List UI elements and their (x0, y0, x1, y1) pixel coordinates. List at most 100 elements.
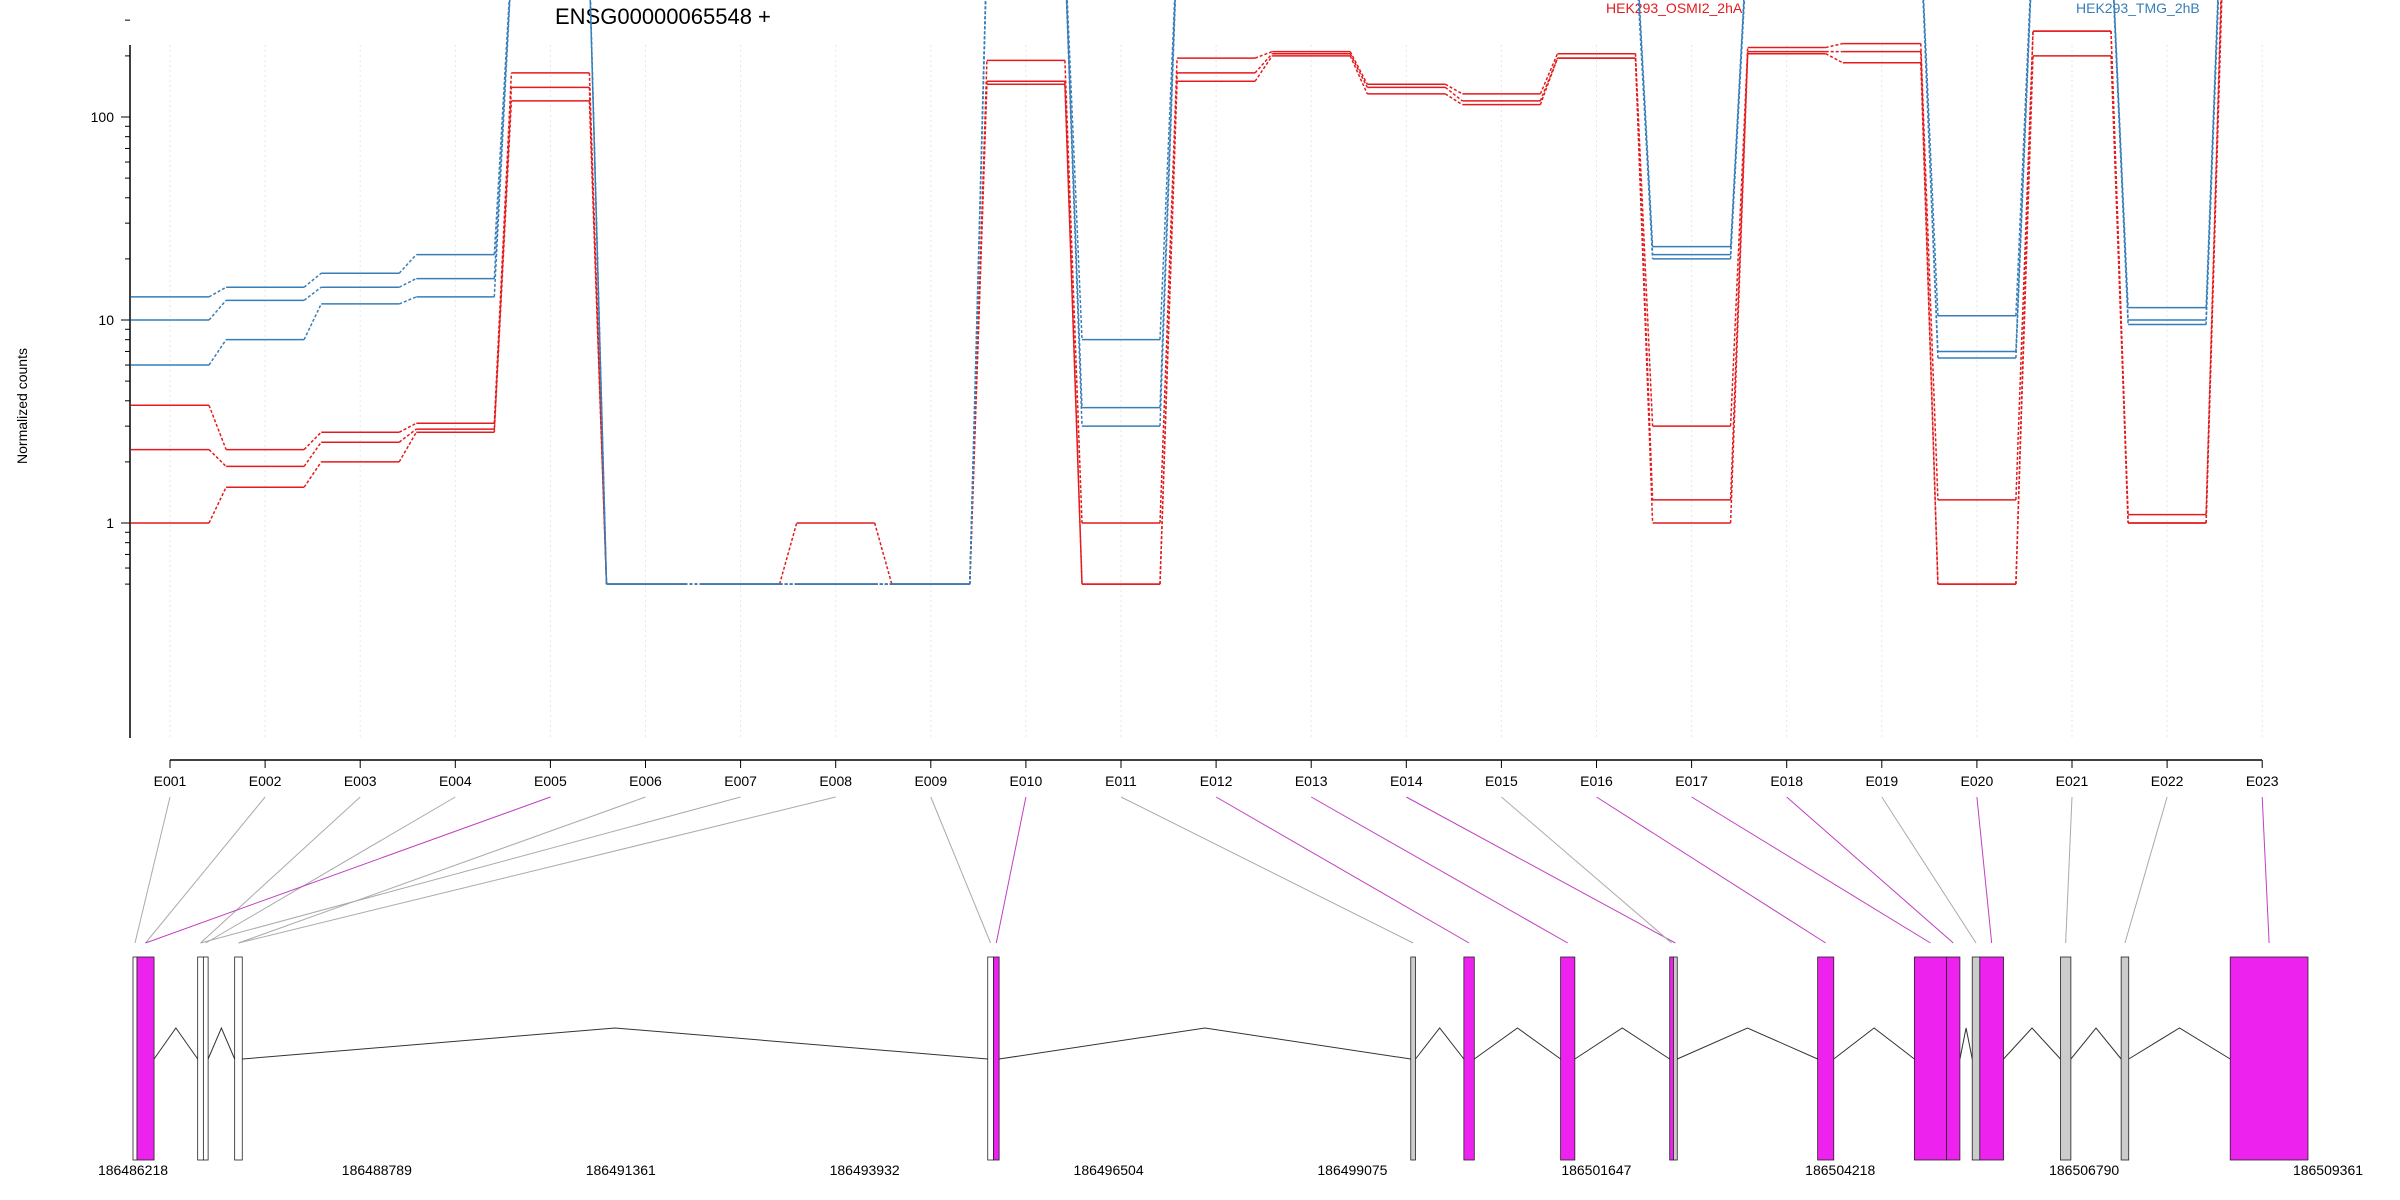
exon-connector (145, 796, 266, 944)
exon-label-e010: E010 (1010, 773, 1043, 789)
series-transition (303, 303, 322, 340)
exon-label-e019: E019 (1865, 773, 1898, 789)
series-transition (493, 0, 511, 297)
series-transition (1254, 53, 1273, 74)
exon-box (132, 956, 138, 1161)
series-transition (1729, 53, 1749, 524)
genomic-coordinate-label: 186506790 (2049, 1162, 2119, 1178)
exon-connector (1691, 796, 1931, 944)
series-transition (969, 84, 988, 585)
series-transition (303, 441, 322, 467)
exon-box (1669, 956, 1674, 1161)
exon-connector (995, 796, 1027, 944)
series-transition (2110, 55, 2129, 524)
series-transition (208, 339, 227, 366)
series-transition (2112, 0, 2129, 325)
exon-connector (200, 796, 741, 944)
exon-connector (1215, 796, 1470, 944)
exon-connector (1120, 796, 1414, 944)
exon-connector (1596, 796, 1826, 944)
series-transition (208, 299, 227, 321)
exon-box (1971, 956, 1981, 1161)
grid-lines (169, 45, 2263, 740)
intron-line (2128, 1027, 2231, 1060)
series-transition (1539, 53, 1559, 95)
series-transition (1922, 0, 1939, 359)
series-transition (1159, 81, 1178, 585)
legend-entry-tmg: HEK293_TMG_2hB (2076, 0, 2200, 16)
exon-label-e006: E006 (629, 773, 662, 789)
exon-box (234, 956, 243, 1161)
series-transition (208, 449, 227, 467)
series-transition (1064, 81, 1083, 585)
series-transition (1637, 0, 1654, 259)
series-transition (1634, 58, 1654, 524)
series-transition (1064, 84, 1083, 585)
series-transition (969, 0, 987, 585)
exon-box (1410, 956, 1416, 1161)
exon-label-e021: E021 (2056, 773, 2089, 789)
exon-connector (1406, 796, 1676, 944)
series-transition (778, 522, 798, 585)
series-transition (1349, 55, 1368, 95)
intron-line (1574, 1027, 1670, 1060)
series-transition (1920, 62, 1939, 585)
series-transition (1349, 53, 1368, 88)
exon-box (1979, 956, 2004, 1161)
series-transition (1254, 55, 1273, 82)
y-tick-label: 100 (91, 109, 115, 125)
series-transition (208, 405, 227, 450)
series-transition (1539, 57, 1559, 102)
genomic-coordinate-label: 186509361 (2293, 1162, 2363, 1178)
exon-connector (1786, 796, 1954, 944)
series-transition (398, 428, 417, 443)
series-transition (1444, 93, 1463, 106)
series-transition (589, 0, 608, 585)
exon-box (1946, 956, 1961, 1161)
exon-label-e008: E008 (819, 773, 852, 789)
intron-line (1677, 1027, 1818, 1060)
series-transition (493, 87, 513, 430)
series-transition (1349, 51, 1368, 85)
series-transition (2205, 0, 2220, 325)
exon-label-e005: E005 (534, 773, 567, 789)
series-transition (1444, 86, 1463, 102)
exon-connector (205, 796, 456, 944)
intron-line (1474, 1027, 1561, 1060)
series-transition (588, 87, 608, 585)
exon-box (1463, 956, 1475, 1161)
series-transition (398, 296, 417, 305)
series-transition (1254, 50, 1273, 59)
exon-label-e007: E007 (724, 773, 757, 789)
exon-box (987, 956, 994, 1161)
exon-box (202, 956, 209, 1161)
series-transition (208, 286, 227, 298)
genomic-coordinate-label: 186496504 (1074, 1162, 1144, 1178)
intron-line (242, 1027, 988, 1060)
exon-connector (200, 796, 361, 944)
genomic-coordinate-label: 186493932 (830, 1162, 900, 1178)
exon-connector (1881, 796, 1977, 944)
exon-label-e023: E023 (2246, 773, 2279, 789)
genomic-coordinate-label: 186488789 (342, 1162, 412, 1178)
genomic-coordinate-label: 186491361 (586, 1162, 656, 1178)
exon-box (1673, 956, 1678, 1161)
genomic-coordinate-label: 186499075 (1317, 1162, 1387, 1178)
exon-label-e001: E001 (154, 773, 187, 789)
series-lines (131, 0, 2223, 585)
y-axis-label: Normalized counts (14, 348, 30, 464)
intron-line (207, 1026, 236, 1060)
exon-label-e012: E012 (1200, 773, 1233, 789)
exon-connector (1501, 796, 1672, 944)
series-transition (589, 0, 608, 585)
exon-label-e015: E015 (1485, 773, 1518, 789)
exon-connector (238, 796, 836, 944)
exon-label-e009: E009 (914, 773, 947, 789)
series-transition (1159, 0, 1176, 340)
series-transition (208, 486, 227, 524)
series-transition (1729, 47, 1749, 427)
legend-entry-osmi2: HEK293_OSMI2_2hA (1606, 0, 1743, 16)
exon-label-e011: E011 (1105, 773, 1137, 789)
chart-title: ENSG00000065548 + (555, 4, 771, 29)
